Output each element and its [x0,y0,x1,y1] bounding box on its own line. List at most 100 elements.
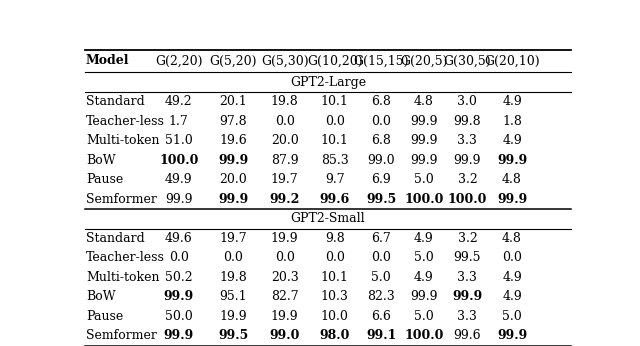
Text: 0.0: 0.0 [275,252,294,264]
Text: 10.1: 10.1 [321,271,349,284]
Text: 0.0: 0.0 [324,115,344,128]
Text: 4.9: 4.9 [502,134,522,147]
Text: 6.6: 6.6 [371,310,391,323]
Text: 19.9: 19.9 [220,310,247,323]
Text: Pause: Pause [86,173,124,186]
Text: 20.0: 20.0 [220,173,247,186]
Text: 5.0: 5.0 [414,173,434,186]
Text: 3.3: 3.3 [458,134,477,147]
Text: 1.7: 1.7 [169,115,189,128]
Text: 5.0: 5.0 [502,310,522,323]
Text: 97.8: 97.8 [220,115,247,128]
Text: 5.0: 5.0 [371,271,391,284]
Text: 82.3: 82.3 [367,290,395,303]
Text: 10.1: 10.1 [321,95,349,108]
Text: 99.9: 99.9 [410,115,438,128]
Text: 10.0: 10.0 [321,310,349,323]
Text: 5.0: 5.0 [414,252,434,264]
Text: 0.0: 0.0 [371,252,391,264]
Text: 85.3: 85.3 [321,154,349,167]
Text: G(20,5): G(20,5) [400,54,447,67]
Text: 99.0: 99.0 [269,329,300,342]
Text: 4.9: 4.9 [414,232,434,245]
Text: 99.9: 99.9 [497,154,527,167]
Text: 0.0: 0.0 [371,115,391,128]
Text: 100.0: 100.0 [404,329,444,342]
Text: 87.9: 87.9 [271,154,298,167]
Text: 99.9: 99.9 [164,290,194,303]
Text: 1.8: 1.8 [502,115,522,128]
Text: 4.9: 4.9 [502,95,522,108]
Text: Model: Model [86,54,129,67]
Text: 100.0: 100.0 [448,193,487,206]
Text: 99.2: 99.2 [269,193,300,206]
Text: Multi-token: Multi-token [86,271,159,284]
Text: 4.9: 4.9 [414,271,434,284]
Text: 100.0: 100.0 [404,193,444,206]
Text: 4.9: 4.9 [502,290,522,303]
Text: 95.1: 95.1 [220,290,247,303]
Text: 100.0: 100.0 [159,154,198,167]
Text: BoW: BoW [86,154,116,167]
Text: Semformer: Semformer [86,193,157,206]
Text: G(5,20): G(5,20) [209,54,257,67]
Text: 99.9: 99.9 [410,134,438,147]
Text: 99.9: 99.9 [218,154,248,167]
Text: 0.0: 0.0 [169,252,189,264]
Text: 5.0: 5.0 [414,310,434,323]
Text: 20.0: 20.0 [271,134,298,147]
Text: 6.8: 6.8 [371,95,391,108]
Text: 6.7: 6.7 [371,232,391,245]
Text: 50.0: 50.0 [165,310,193,323]
Text: GPT2-Small: GPT2-Small [291,212,365,225]
Text: Teacher-less: Teacher-less [86,115,165,128]
Text: 3.2: 3.2 [458,173,477,186]
Text: 99.9: 99.9 [410,154,438,167]
Text: Standard: Standard [86,232,145,245]
Text: 99.9: 99.9 [497,193,527,206]
Text: Pause: Pause [86,310,124,323]
Text: 10.3: 10.3 [321,290,349,303]
Text: 9.7: 9.7 [325,173,344,186]
Text: 98.0: 98.0 [319,329,350,342]
Text: 20.1: 20.1 [220,95,247,108]
Text: G(30,5): G(30,5) [444,54,491,67]
Text: 20.3: 20.3 [271,271,298,284]
Text: 4.8: 4.8 [502,232,522,245]
Text: 99.9: 99.9 [165,193,193,206]
Text: Semformer: Semformer [86,329,157,342]
Text: 99.5: 99.5 [218,329,248,342]
Text: 99.9: 99.9 [164,329,194,342]
Text: 4.9: 4.9 [502,271,522,284]
Text: 0.0: 0.0 [324,252,344,264]
Text: 4.8: 4.8 [414,95,434,108]
Text: 19.9: 19.9 [271,310,298,323]
Text: 3.3: 3.3 [458,271,477,284]
Text: 82.7: 82.7 [271,290,298,303]
Text: 99.5: 99.5 [454,252,481,264]
Text: 49.2: 49.2 [165,95,193,108]
Text: 6.9: 6.9 [371,173,391,186]
Text: 3.3: 3.3 [458,310,477,323]
Text: 0.0: 0.0 [223,252,243,264]
Text: 99.6: 99.6 [454,329,481,342]
Text: 19.7: 19.7 [220,232,247,245]
Text: 51.0: 51.0 [165,134,193,147]
Text: 99.8: 99.8 [454,115,481,128]
Text: 19.8: 19.8 [271,95,298,108]
Text: G(20,10): G(20,10) [484,54,540,67]
Text: 4.8: 4.8 [502,173,522,186]
Text: 0.0: 0.0 [502,252,522,264]
Text: 99.9: 99.9 [454,154,481,167]
Text: Multi-token: Multi-token [86,134,159,147]
Text: 9.8: 9.8 [325,232,344,245]
Text: 10.1: 10.1 [321,134,349,147]
Text: 99.0: 99.0 [367,154,395,167]
Text: 19.6: 19.6 [220,134,247,147]
Text: 99.9: 99.9 [497,329,527,342]
Text: 49.6: 49.6 [165,232,193,245]
Text: G(10,20): G(10,20) [307,54,362,67]
Text: GPT2-Large: GPT2-Large [290,76,366,89]
Text: 19.7: 19.7 [271,173,298,186]
Text: G(2,20): G(2,20) [155,54,202,67]
